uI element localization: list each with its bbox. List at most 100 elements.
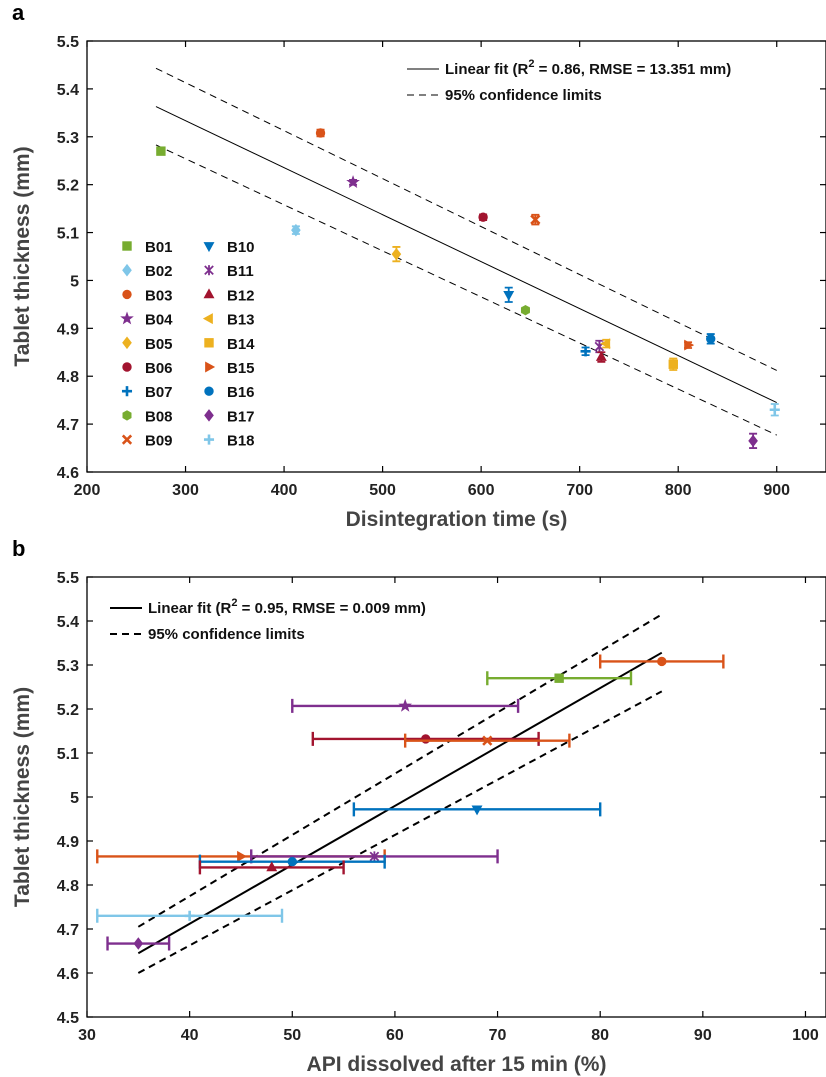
- panel-b-chart: b 30 40 50 60 70 80 90 100 4.5 4.6 4.7 4.8 4.9 5 5.1 5.2…: [11, 536, 826, 1076]
- data-point-b10: [352, 802, 602, 817]
- point-marker: [748, 434, 758, 448]
- data-point-b01: [156, 146, 166, 156]
- y-tick-label: 5.4: [57, 614, 79, 631]
- data-point-b03: [598, 654, 725, 669]
- y-tick-label: 4.6: [57, 465, 79, 482]
- fit-legend-label: 95% confidence limits: [148, 626, 305, 643]
- y-tick-label: 5.2: [57, 178, 79, 195]
- legend-superscript: 2: [528, 58, 534, 70]
- x-tick-label: 30: [78, 1027, 96, 1044]
- legend-marker: [204, 338, 214, 348]
- point-marker: [520, 304, 530, 316]
- data-point-b05: [391, 246, 402, 263]
- point-marker: [503, 290, 515, 301]
- legend-marker: [122, 410, 132, 421]
- data-point-b09: [530, 213, 541, 226]
- linear-fit-line: [155, 106, 777, 404]
- x-tick-label: 300: [172, 482, 199, 499]
- y-axis-title: Tablet thickness (mm): [11, 687, 34, 907]
- legend-entry-label: B01: [145, 239, 173, 256]
- data-point-b17: [748, 432, 758, 449]
- legend-marker: [204, 409, 214, 422]
- point-marker: [315, 128, 326, 138]
- x-tick-label: 50: [283, 1027, 301, 1044]
- y-tick-label: 5.3: [57, 130, 79, 147]
- legend-marker: [122, 241, 132, 251]
- data-point-b17: [106, 936, 171, 951]
- data-point-b09: [403, 733, 571, 748]
- point-marker: [133, 937, 144, 950]
- point-marker: [657, 656, 667, 667]
- legend-entry-label: B02: [145, 263, 173, 280]
- legend-entry-label: B04: [145, 312, 173, 329]
- data-point-b06: [311, 731, 540, 746]
- point-marker: [478, 212, 488, 222]
- data-point-b12: [595, 350, 607, 363]
- y-tick-label: 5.5: [57, 570, 79, 587]
- x-tick-label: 40: [181, 1027, 199, 1044]
- plot-frame: [86, 576, 826, 1018]
- legend-entry-label: B18: [227, 433, 255, 450]
- y-tick-label: 4.7: [57, 922, 79, 939]
- point-marker: [391, 247, 402, 261]
- data-point-b12: [198, 860, 345, 875]
- y-tick-label: 5.5: [57, 34, 79, 51]
- x-tick-label: 500: [369, 482, 396, 499]
- x-axis-title: API dissolved after 15 min (%): [307, 1053, 607, 1076]
- data-point-b13: [600, 338, 611, 350]
- data-point-b04: [346, 175, 360, 189]
- point-marker: [595, 350, 607, 361]
- legend-entry-label: B06: [145, 360, 173, 377]
- x-tick-label: 90: [694, 1027, 712, 1044]
- point-marker: [346, 175, 360, 189]
- legend-text-part: = 0.86, RMSE = 13.351 mm): [534, 61, 731, 78]
- point-marker: [554, 673, 564, 683]
- point-marker: [706, 334, 716, 344]
- fit-legend-label: Linear fit (R2 = 0.86, RMSE = 13.351 mm): [445, 58, 731, 78]
- legend-marker: [122, 336, 132, 350]
- fit-legend-label: 95% confidence limits: [445, 87, 602, 104]
- legend-entry-label: B09: [145, 433, 173, 450]
- point-marker: [580, 346, 591, 357]
- data-point-b06: [478, 212, 488, 222]
- y-tick-label: 4.8: [57, 369, 79, 386]
- point-marker: [482, 735, 493, 746]
- panel-a-chart: a 200 300 400 500 600 700 800 900 4.6 4.7 4.8 4.9 5 5.…: [11, 0, 826, 531]
- point-marker: [266, 861, 278, 872]
- legend-marker: [122, 362, 132, 372]
- y-tick-label: 5: [70, 790, 79, 807]
- legend-marker: [204, 265, 214, 276]
- data-point-b14: [668, 357, 678, 371]
- x-tick-label: 400: [271, 482, 298, 499]
- legend-marker: [205, 361, 216, 373]
- x-tick-label: 100: [792, 1027, 819, 1044]
- x-tick-label: 200: [74, 482, 101, 499]
- point-marker: [668, 359, 678, 369]
- legend-entry-label: B07: [145, 384, 173, 401]
- data-point-b08: [520, 304, 530, 316]
- x-tick-label: 80: [591, 1027, 609, 1044]
- y-tick-label: 4.8: [57, 878, 79, 895]
- point-marker: [600, 338, 611, 350]
- y-tick-label: 4.5: [57, 1010, 79, 1027]
- legend-text-part: Linear fit (R: [445, 61, 529, 78]
- data-point-b07: [580, 346, 591, 357]
- point-marker: [291, 223, 301, 237]
- data-point-b16: [706, 333, 716, 345]
- data-point-b11: [594, 339, 605, 354]
- legend-superscript: 2: [231, 597, 237, 609]
- linear-fit-line: [137, 651, 663, 955]
- x-tick-label: 800: [665, 482, 692, 499]
- legend-entry-label: B03: [145, 287, 173, 304]
- legend-marker: [204, 386, 214, 396]
- legend-text-part: = 0.95, RMSE = 0.009 mm): [237, 600, 425, 617]
- legend-entry-label: B10: [227, 239, 255, 256]
- legend-entry-label: B12: [227, 287, 255, 304]
- legend-text-part: 95% confidence limits: [148, 626, 305, 643]
- y-tick-label: 5.3: [57, 658, 79, 675]
- x-tick-label: 70: [489, 1027, 507, 1044]
- panel-label: b: [12, 536, 25, 561]
- legend-marker: [120, 311, 134, 325]
- data-point-b15: [684, 339, 695, 351]
